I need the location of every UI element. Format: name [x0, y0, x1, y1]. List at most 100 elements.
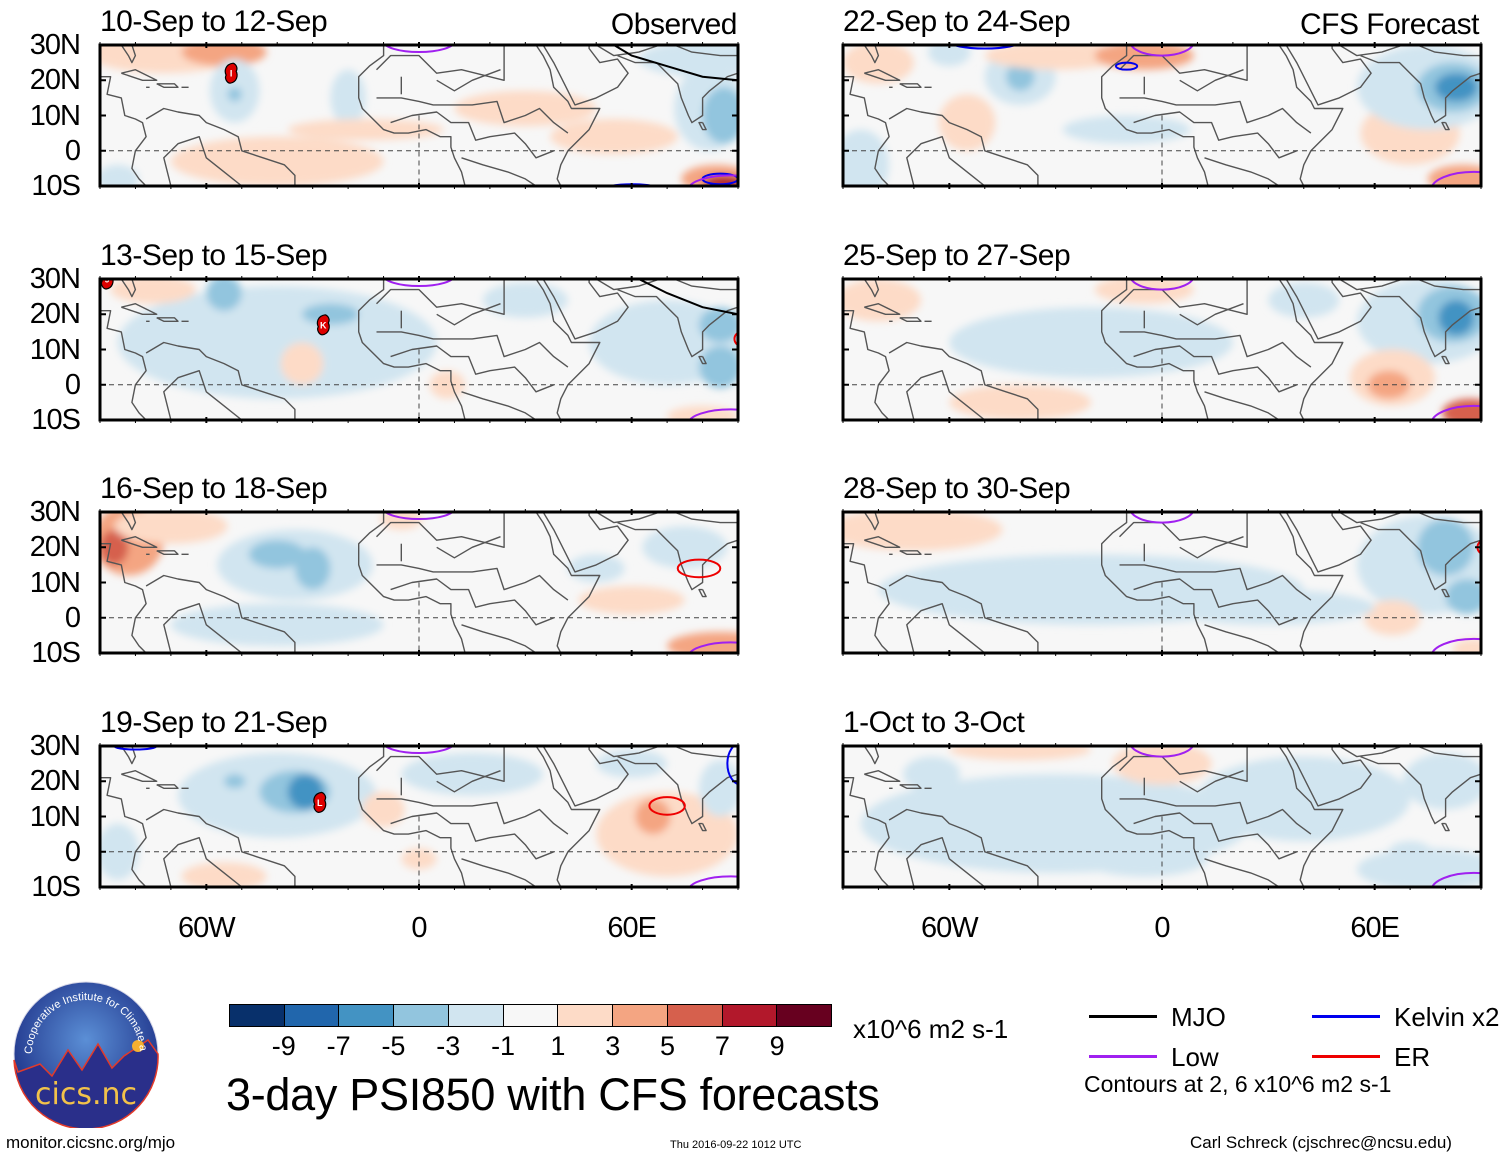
- positive-anomaly-region: [429, 370, 466, 399]
- coastline: [888, 107, 1039, 186]
- negative-anomaly-region: [1009, 338, 1067, 361]
- colorbar-tick-label: -7: [326, 1031, 351, 1061]
- coastline: [1204, 858, 1280, 887]
- coastline: [595, 512, 661, 524]
- coastline: [542, 512, 629, 573]
- lat-tick-label: 10S: [31, 637, 81, 669]
- negative-anomaly-region: [567, 554, 625, 583]
- coastline: [145, 808, 296, 887]
- colorbar: [229, 1004, 832, 1027]
- cicsnc-logo-icon: Cooperative Institute for Climate and Sa…: [12, 980, 159, 1128]
- lat-tick-label: 0: [64, 601, 81, 634]
- coastline: [461, 157, 537, 186]
- panel-title: 10-Sep to 12-Sep: [100, 5, 328, 38]
- lat-tick-label: 0: [64, 368, 81, 401]
- coastline: [145, 574, 296, 653]
- tropical-cyclone-icon: 9: [100, 279, 114, 290]
- low-contour: [1130, 45, 1194, 57]
- footer-url[interactable]: monitor.cicsnc.org/mjo: [6, 1133, 176, 1152]
- coastline: [376, 798, 569, 835]
- coastline: [1179, 770, 1244, 793]
- low-contour: [688, 174, 738, 186]
- coastline: [156, 784, 179, 789]
- kelvin-contour: [1114, 61, 1139, 71]
- low-contour: [1431, 170, 1481, 186]
- coastline: [1338, 746, 1404, 758]
- map-panel: I: [98, 42, 740, 189]
- coastline: [436, 303, 501, 326]
- coastline: [1416, 279, 1481, 291]
- positive-anomaly-region: [949, 384, 1092, 420]
- low-contour: [1130, 279, 1194, 291]
- lat-tick-label: 20N: [29, 298, 81, 331]
- coastline: [899, 784, 922, 789]
- colorbar-tick-label: 3: [605, 1031, 621, 1061]
- coastline: [1441, 121, 1450, 131]
- positive-anomaly-region: [843, 512, 1003, 551]
- negative-anomaly-region: [1197, 756, 1411, 842]
- panel-title: 1-Oct to 3-Oct: [843, 706, 1025, 739]
- panel-title: 25-Sep to 27-Sep: [843, 239, 1071, 272]
- coastline: [1360, 521, 1481, 591]
- negative-anomaly-region: [1356, 848, 1481, 887]
- coastline: [145, 341, 296, 420]
- positive-anomaly-region: [100, 529, 129, 565]
- negative-anomaly-region: [699, 307, 738, 343]
- lat-tick-label: 0: [64, 134, 81, 167]
- coastline: [1119, 279, 1248, 315]
- low-contour: [688, 875, 738, 887]
- coastline: [156, 550, 179, 555]
- lat-tick-label: 30N: [29, 29, 81, 61]
- negative-anomaly-region: [1080, 841, 1209, 877]
- lat-tick-label: 10N: [29, 333, 81, 366]
- coastline: [461, 391, 537, 420]
- lon-tick-label: 0: [1154, 912, 1170, 944]
- lat-tick-label: 10N: [29, 800, 81, 833]
- coastline: [899, 550, 922, 555]
- coastline: [698, 355, 707, 365]
- coastline: [899, 317, 922, 322]
- tropical-cyclone-icon: K: [316, 314, 330, 336]
- lat-tick-label: 10N: [29, 566, 81, 599]
- coastline: [100, 543, 147, 653]
- coastline: [1441, 588, 1450, 598]
- coastline: [1179, 69, 1244, 92]
- negative-anomaly-region: [302, 303, 359, 325]
- positive-anomaly-region: [454, 90, 597, 127]
- low-contour: [1431, 871, 1481, 887]
- colorbar-swatch: [612, 1005, 667, 1026]
- map-panel: [841, 42, 1483, 189]
- mjo-contour: [613, 45, 738, 82]
- positive-anomaly-region: [984, 45, 1127, 70]
- coastline: [542, 279, 629, 340]
- low-contour: [1130, 746, 1194, 758]
- coastline: [1133, 111, 1297, 159]
- legend-swatch: [1089, 1055, 1157, 1058]
- coastline: [1119, 45, 1248, 81]
- lon-tick-label: 60E: [607, 912, 657, 944]
- negative-anomaly-region: [1055, 582, 1092, 597]
- coastline: [864, 69, 901, 81]
- coastline: [673, 279, 738, 291]
- coastline: [383, 279, 601, 420]
- coastline: [1133, 578, 1297, 626]
- lat-tick-label: 30N: [29, 730, 81, 762]
- legend-label: Low: [1171, 1042, 1219, 1072]
- coastline: [1119, 97, 1312, 134]
- coastline: [1360, 288, 1481, 358]
- logo-text: cics.nc: [35, 1077, 137, 1112]
- coastline: [461, 624, 537, 653]
- coastline: [156, 317, 179, 322]
- coastline: [888, 808, 1039, 887]
- coastline: [121, 69, 158, 81]
- coastline: [390, 111, 554, 159]
- positive-anomaly-region: [550, 119, 678, 155]
- negative-anomaly-region: [1438, 300, 1474, 336]
- storm-label: K: [320, 320, 327, 330]
- low-contour: [384, 512, 454, 521]
- colorbar-tick-label: 9: [769, 1031, 785, 1061]
- lat-tick-label: 30N: [29, 263, 81, 295]
- coastline: [376, 512, 505, 548]
- coastline: [595, 746, 661, 758]
- lon-tick-label: 0: [411, 912, 427, 944]
